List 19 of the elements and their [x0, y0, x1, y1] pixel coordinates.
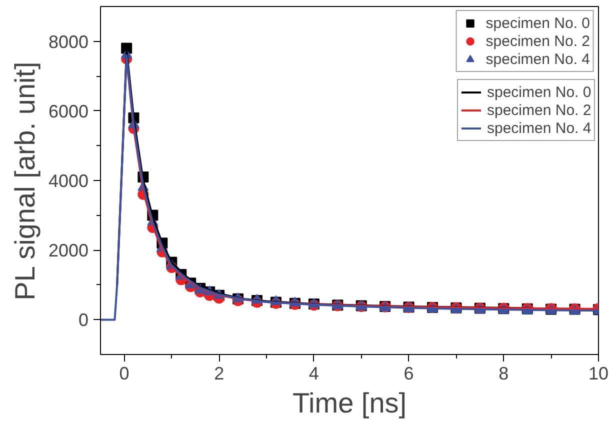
y-tick-label: 4000 — [48, 171, 89, 191]
x-tick-label: 0 — [119, 364, 130, 384]
y-axis-title: PL signal [arb. unit] — [9, 62, 40, 300]
y-tick-label: 6000 — [48, 101, 89, 122]
y-tick-label: 8000 — [48, 32, 89, 52]
x-axis-title: Time [ns] — [292, 388, 407, 418]
legend-label: specimen No. 0 — [487, 83, 592, 101]
x-tick-label: 2 — [214, 364, 224, 384]
x-tick-label: 8 — [498, 364, 509, 384]
legend-label: specimen No. 2 — [487, 101, 592, 119]
legend-label: specimen No. 4 — [487, 119, 592, 137]
legend-label: specimen No. 4 — [486, 50, 590, 68]
legend-label: specimen No. 0 — [486, 14, 590, 32]
y-tick-label: 0 — [78, 310, 89, 330]
y-tick-label: 2000 — [48, 240, 89, 261]
x-tick-label: 4 — [308, 364, 319, 384]
legend-label: specimen No. 2 — [486, 32, 590, 50]
x-tick-label: 6 — [404, 364, 414, 384]
x-tick-label: 10 — [588, 364, 609, 384]
